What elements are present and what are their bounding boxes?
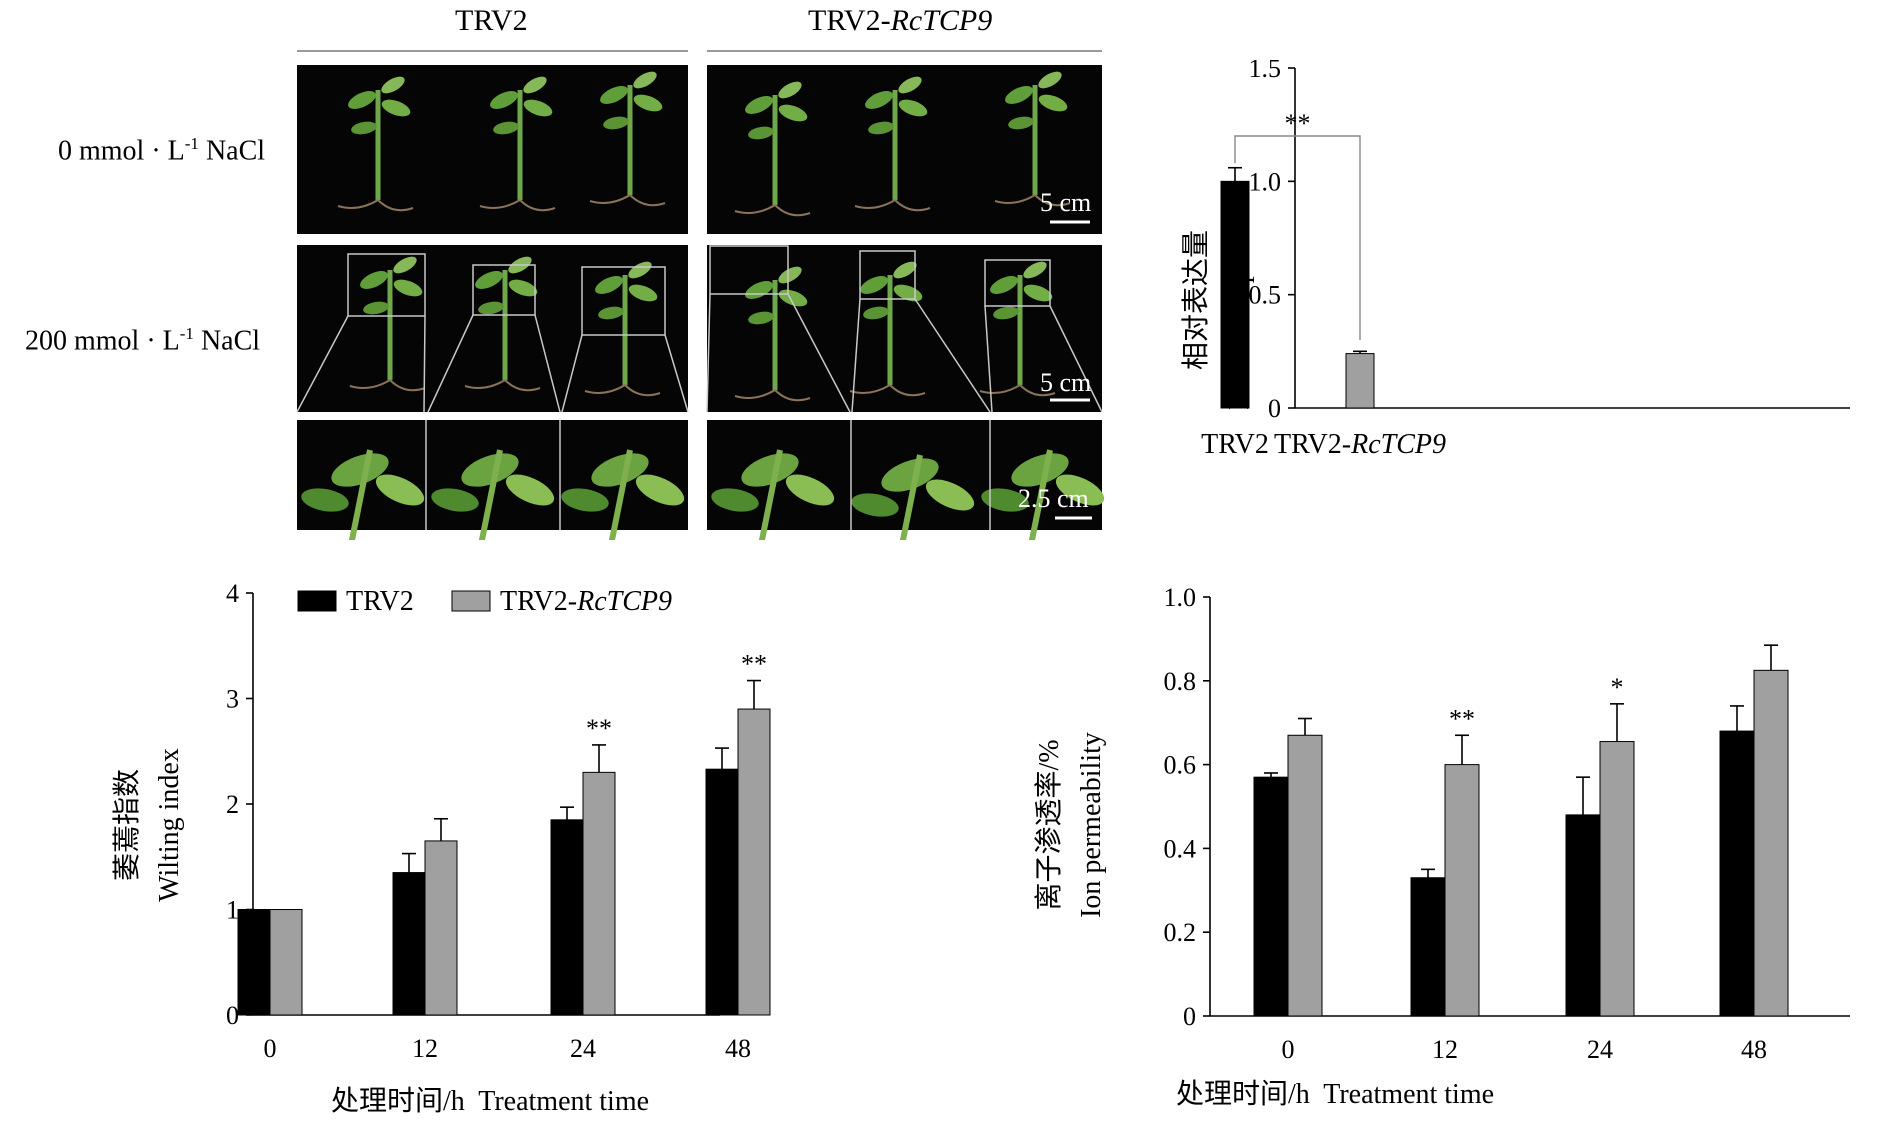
chart2-bar-2-1 <box>582 771 616 1016</box>
chart1-error-bar-1 <box>1353 350 1367 354</box>
scale-label-3: 2.5 cm <box>1018 484 1089 513</box>
chart2-y-tick-label: 1 <box>226 896 239 925</box>
chart3-bar-3-0 <box>1719 730 1755 1017</box>
chart3-bar-1-0 <box>1410 877 1446 1017</box>
chart2-bar-0-1 <box>269 909 303 1016</box>
chart3-bar-1-1 <box>1444 764 1480 1017</box>
chart3-x-tick-label-0: 0 <box>1282 1035 1295 1064</box>
chart2-ylabel-cn: 萎蔫指数 <box>111 769 143 881</box>
chart2-bar-1-1 <box>424 840 458 1016</box>
chart2-bar-1-0 <box>392 872 426 1016</box>
group-header-trv2: TRV2 <box>455 4 528 37</box>
chart2-y-tick-label: 0 <box>226 1001 239 1030</box>
chart3-bar-2-0 <box>1565 814 1601 1017</box>
chart2-x-tick-label-0: 0 <box>264 1034 277 1063</box>
chart3-y-tick-label: 0.2 <box>1164 918 1197 947</box>
photo-panel: TRV2 TRV2-RcTCP9 0 mmol · L-1 NaCl 200 m… <box>0 0 1110 540</box>
chart1-significance-label: ** <box>1285 109 1311 138</box>
chart2-ylabel-en: Wilting index <box>154 748 185 902</box>
chart3-y-tick-label: 0.4 <box>1164 834 1197 863</box>
chart2-y-tick-label: 4 <box>226 579 239 608</box>
row-label-200-nacl: 200 mmol · L-1 NaCl <box>25 324 261 357</box>
chart3-ylabel-cn: 离子渗透率/% <box>1033 739 1065 910</box>
chart2-error-bar-1-0 <box>402 852 416 873</box>
chart3-error-bar-0-1 <box>1298 717 1312 736</box>
chart2-bar-3-0 <box>705 768 739 1016</box>
chart1-y-tick-label: 1.0 <box>1249 167 1282 196</box>
scale-label-2: 5 cm <box>1040 368 1092 397</box>
chart3-bar-0-0 <box>1253 776 1289 1017</box>
chart2-legend-swatch-trv2 <box>297 590 337 612</box>
chart1-significance-bracket <box>1234 135 1361 340</box>
chart2-legend-label-rctcp9: TRV2-RcTCP9 <box>500 586 672 617</box>
chart2-error-bar-2-0 <box>560 806 574 820</box>
group-header-line-rctcp9 <box>707 50 1102 52</box>
chart1-ylabel-cn: 相对表达量 <box>1180 230 1212 370</box>
chart3-error-bar-3-1 <box>1764 644 1778 671</box>
chart3-error-bar-1-0 <box>1421 868 1435 878</box>
chart2-x-tick-label-3: 48 <box>725 1034 751 1063</box>
chart3-x-tick-label-1: 12 <box>1432 1035 1458 1064</box>
chart2-y-tick-label: 3 <box>226 685 239 714</box>
relative-expression-chart: 相对表达量 Relative expression 00.51.01.5TRV2… <box>1180 60 1850 460</box>
chart3-y-tick-label: 0.8 <box>1164 667 1197 696</box>
group-header-line-trv2 <box>297 50 688 52</box>
plant-photos <box>296 65 1110 540</box>
chart3-error-bar-2-0 <box>1576 776 1590 815</box>
chart2-significance-2: ** <box>586 714 612 743</box>
chart2-bar-0-0 <box>237 909 271 1016</box>
chart3-ylabel-en: Ion permeability <box>1076 732 1107 918</box>
wilting-index-chart: 萎蔫指数 Wilting index 处理时间/h Treatment time… <box>111 579 771 1117</box>
chart3-bar-2-1 <box>1599 741 1635 1017</box>
chart3-error-bar-0-0 <box>1264 772 1278 778</box>
chart3-y-tick-label: 0.6 <box>1164 751 1197 780</box>
chart2-error-bar-3-1 <box>747 679 761 710</box>
chart3-bar-0-1 <box>1287 734 1323 1017</box>
chart1-y-tick-label: 1.5 <box>1249 60 1282 83</box>
chart2-significance-3: ** <box>741 650 767 679</box>
chart2-error-bar-2-1 <box>592 744 606 773</box>
row-label-0-nacl: 0 mmol · L-1 NaCl <box>58 134 266 167</box>
chart1-bar-0 <box>1220 180 1250 409</box>
chart2-bar-2-0 <box>550 819 584 1016</box>
chart3-x-tick-label-3: 48 <box>1741 1035 1767 1064</box>
chart2-xlabel: 处理时间/h Treatment time <box>331 1085 649 1117</box>
chart3-significance-2: * <box>1611 673 1624 702</box>
chart3-x-tick-label-2: 24 <box>1587 1035 1613 1064</box>
chart1-error-bar-0 <box>1228 166 1242 182</box>
chart2-legend: TRV2 TRV2-RcTCP9 <box>297 586 672 617</box>
chart3-y-tick-label: 1.0 <box>1164 583 1197 612</box>
chart3-y-tick-label: 0 <box>1183 1002 1196 1031</box>
chart3-bar-3-1 <box>1753 669 1789 1017</box>
chart2-error-bar-3-0 <box>715 747 729 770</box>
chart2-x-tick-label-2: 24 <box>570 1034 596 1063</box>
chart2-bar-3-1 <box>737 708 771 1016</box>
chart2-error-bar-1-1 <box>434 817 448 841</box>
ion-permeability-chart: 离子渗透率/% Ion permeability 处理时间/h Treatmen… <box>1033 583 1850 1110</box>
chart1-y-tick-label: 0 <box>1268 394 1281 423</box>
chart3-error-bar-1-1 <box>1455 734 1469 765</box>
chart2-legend-label-trv2: TRV2 <box>346 586 414 617</box>
chart2-legend-swatch-rctcp9 <box>451 590 491 612</box>
chart1-x-tick-label-1: TRV2-RcTCP9 <box>1274 429 1446 460</box>
chart1-y-tick-label: 0.5 <box>1249 281 1282 310</box>
chart1-x-tick-label-0: TRV2 <box>1201 429 1269 460</box>
chart2-x-tick-label-1: 12 <box>412 1034 438 1063</box>
chart3-xlabel: 处理时间/h Treatment time <box>1176 1078 1494 1110</box>
chart3-error-bar-2-1 <box>1610 703 1624 742</box>
chart3-significance-1: ** <box>1449 704 1475 733</box>
group-header-rctcp9: TRV2-RcTCP9 <box>808 4 993 37</box>
chart2-y-tick-label: 2 <box>226 790 239 819</box>
chart1-bar-1 <box>1345 353 1375 409</box>
scale-label-1: 5 cm <box>1040 188 1092 217</box>
chart3-error-bar-3-0 <box>1730 705 1744 732</box>
